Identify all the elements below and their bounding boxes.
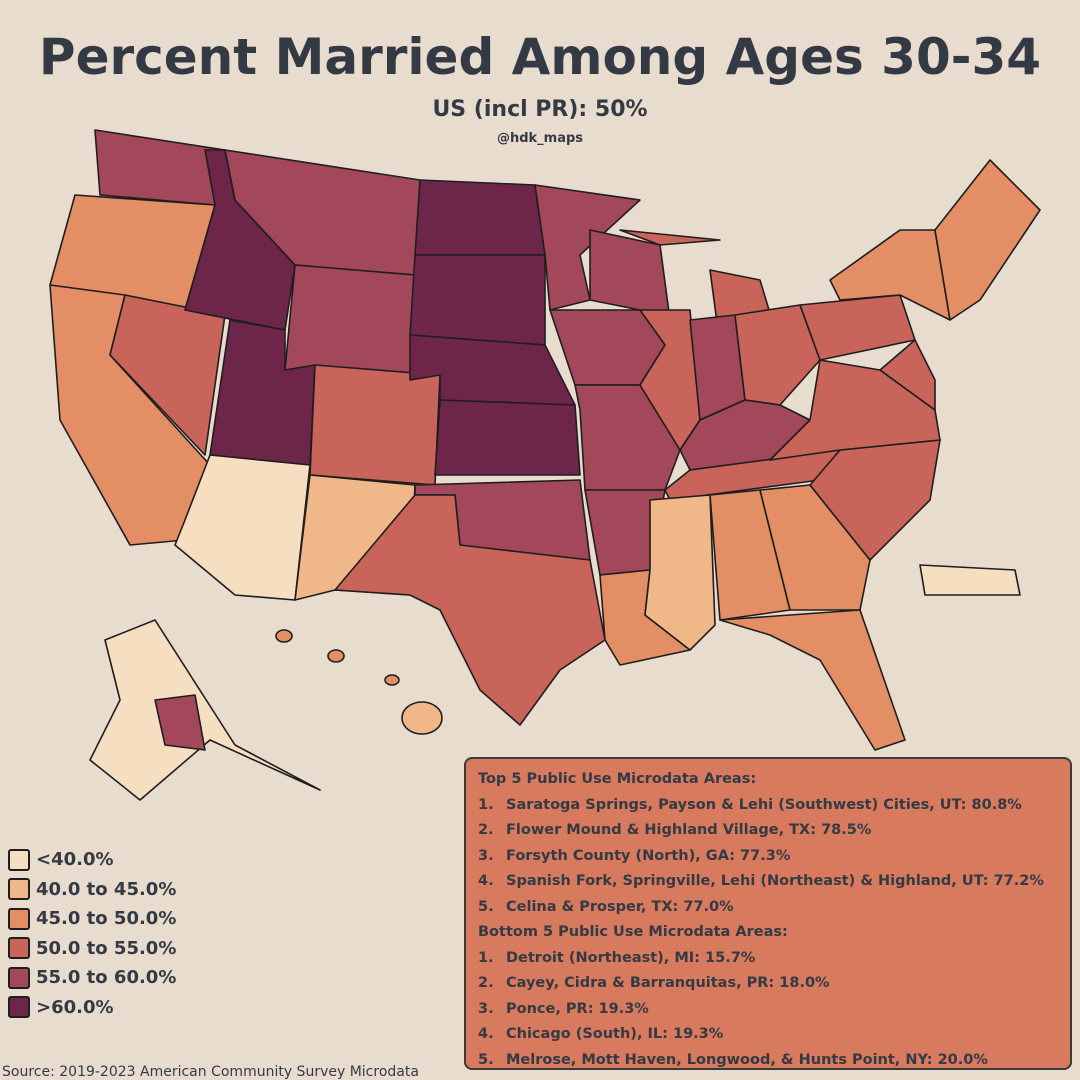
legend-swatch <box>8 878 30 901</box>
legend-item: <40.0% <box>8 845 176 875</box>
region <box>934 159 1041 321</box>
legend-label: 45.0 to 50.0% <box>36 908 177 930</box>
rank-item: 1. Saratoga Springs, Payson & Lehi (South… <box>478 793 1058 819</box>
legend-label: 55.0 to 60.0% <box>36 967 177 989</box>
region <box>879 339 936 411</box>
region <box>284 264 416 381</box>
rank-text: Detroit (Northeast), MI: 15.7% <box>506 949 756 966</box>
legend-item: 55.0 to 60.0% <box>8 963 176 993</box>
region <box>384 674 400 686</box>
subtitle: US (incl PR): 50% <box>432 97 648 122</box>
region <box>334 494 606 726</box>
region <box>434 399 581 476</box>
legend-item: 45.0 to 50.0% <box>8 904 176 934</box>
rank-number: 2. <box>478 975 494 991</box>
credit: @hdk_maps <box>496 131 584 146</box>
region <box>401 701 443 735</box>
rank-number: 4. <box>478 1026 494 1042</box>
rank-item: 2. Cayey, Cidra & Barranquitas, PR: 18.0% <box>478 971 1058 997</box>
rank-text: Spanish Fork, Springville, Lehi (Northea… <box>506 873 1044 889</box>
rank-number: 1. <box>478 796 494 813</box>
rank-item: 3. Forsyth County (North), GA: 77.3% <box>478 844 1058 870</box>
rank-item: 5. Celina & Prosper, TX: 77.0% <box>478 895 1058 921</box>
region <box>154 694 206 751</box>
section-heading: Top 5 Public Use Microdata Areas: <box>478 771 757 787</box>
legend-item: 40.0 to 45.0% <box>8 875 176 905</box>
rank-item: 5. Melrose, Mott Haven, Longwood, & Hunts… <box>478 1048 1058 1074</box>
rank-number: 2. <box>478 822 494 838</box>
legend-swatch <box>8 937 30 960</box>
region <box>809 439 941 561</box>
legend-swatch <box>8 966 30 989</box>
rank-text: Chicago (South), IL: 19.3% <box>506 1026 724 1042</box>
rank-number: 3. <box>478 847 494 864</box>
rank-number: 3. <box>478 1000 494 1017</box>
legend-item: 50.0 to 55.0% <box>8 934 176 964</box>
rank-text: Melrose, Mott Haven, Longwood, & Hunts P… <box>506 1051 988 1068</box>
region <box>919 564 1021 596</box>
rank-item: 1. Detroit (Northeast), MI: 15.7% <box>478 946 1058 972</box>
rank-item: 4. Chicago (South), IL: 19.3% <box>478 1022 1058 1048</box>
rank-text: Ponce, PR: 19.3% <box>506 1000 649 1017</box>
rank-item: 4. Spanish Fork, Springville, Lehi (North… <box>478 869 1058 895</box>
region <box>409 254 546 346</box>
rank-box: Top 5 Public Use Microdata Areas: 1. Sarat… <box>464 757 1072 1070</box>
region <box>414 179 546 256</box>
legend-swatch <box>8 996 30 1019</box>
region <box>759 484 871 611</box>
title: Percent Married Among Ages 30-34 <box>38 28 1042 86</box>
rank-number: 5. <box>478 1051 494 1068</box>
legend-swatch <box>8 907 30 930</box>
region <box>619 229 721 246</box>
legend-item: >60.0% <box>8 993 176 1023</box>
rank-text: Forsyth County (North), GA: 77.3% <box>506 847 791 864</box>
rank-text: Flower Mound & Highland Village, TX: 78.… <box>506 822 872 838</box>
legend-label: >60.0% <box>36 996 114 1018</box>
region <box>719 609 906 751</box>
region <box>275 629 293 643</box>
rank-item: 3. Ponce, PR: 19.3% <box>478 997 1058 1023</box>
region <box>799 294 916 361</box>
source: Source: 2019-2023 American Community Sur… <box>2 1064 419 1080</box>
region <box>734 304 821 406</box>
region <box>327 649 345 663</box>
rank-number: 1. <box>478 949 494 966</box>
rank-item: 2. Flower Mound & Highland Village, TX: 7… <box>478 818 1058 844</box>
legend-swatch <box>8 848 30 871</box>
rank-text: Saratoga Springs, Payson & Lehi (Southwe… <box>506 796 1022 813</box>
legend-label: 50.0 to 55.0% <box>36 937 177 959</box>
legend-label: <40.0% <box>36 849 114 871</box>
rank-number: 5. <box>478 898 494 915</box>
rank-text: Celina & Prosper, TX: 77.0% <box>506 898 734 915</box>
rank-number: 4. <box>478 873 494 889</box>
legend-label: 40.0 to 45.0% <box>36 878 177 900</box>
legend: <40.0% 40.0 to 45.0% 45.0 to 50.0% 50.0 to … <box>8 845 176 1022</box>
rank-text: Cayey, Cidra & Barranquitas, PR: 18.0% <box>506 975 830 991</box>
section-heading: Bottom 5 Public Use Microdata Areas: <box>478 924 788 940</box>
region <box>89 619 321 801</box>
region <box>309 364 441 486</box>
